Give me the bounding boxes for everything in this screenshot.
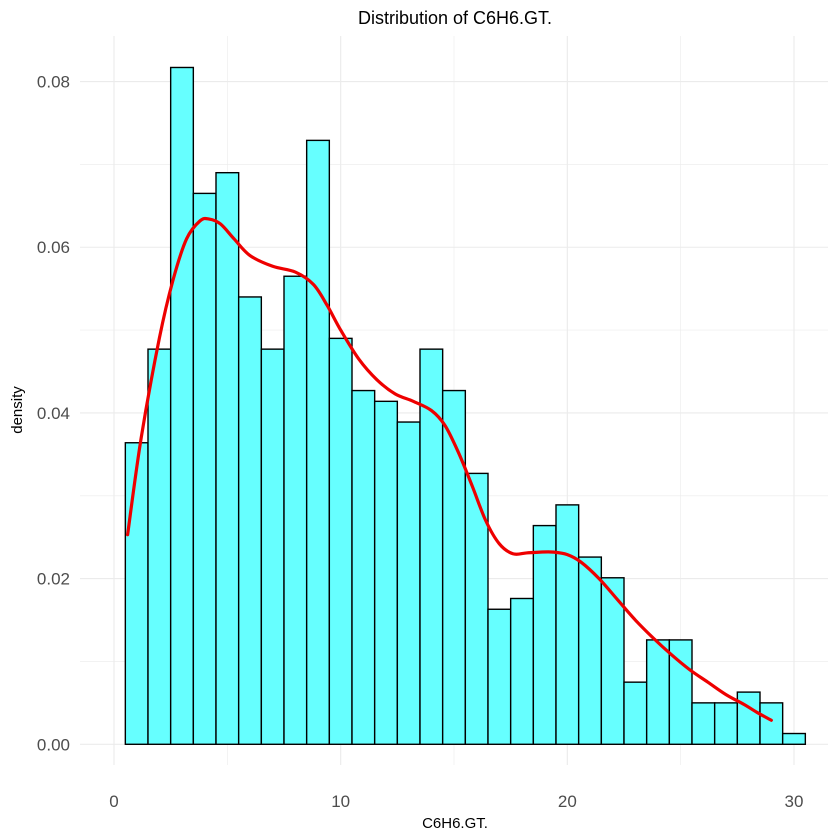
histogram-bar-10 <box>328 337 353 745</box>
histogram-bar-23 <box>623 681 648 745</box>
histogram-bar-21 <box>577 556 603 745</box>
x-tick-label: 20 <box>558 792 577 811</box>
histogram-bar-27 <box>713 702 739 745</box>
histogram-bar-6 <box>237 296 263 745</box>
x-tick-label: 10 <box>331 792 350 811</box>
histogram-bar-1 <box>124 442 149 745</box>
histogram-bar-20 <box>555 504 580 745</box>
density-curve-layer <box>126 216 773 722</box>
histogram-bar-12 <box>373 400 399 745</box>
histogram-bar-28 <box>736 691 761 745</box>
y-tick-label: 0.08 <box>37 73 70 92</box>
y-tick-label: 0.00 <box>37 735 70 754</box>
x-axis-ticks: 0 10 20 30 <box>109 792 803 811</box>
x-tick-label: 0 <box>109 792 118 811</box>
histogram-bar-14 <box>419 348 444 745</box>
y-tick-label: 0.04 <box>37 404 70 423</box>
histogram-bar-18 <box>509 597 535 745</box>
histogram-bar-8 <box>283 275 308 745</box>
histogram-bar-2 <box>147 348 172 745</box>
y-tick-label: 0.06 <box>37 238 70 257</box>
histogram-bar-4 <box>192 192 217 745</box>
histogram-bar-3 <box>169 66 195 745</box>
histogram-bar-17 <box>487 608 512 745</box>
x-axis-title: C6H6.GT. <box>422 815 488 832</box>
histogram-bar-22 <box>600 577 625 745</box>
histogram-bar-19 <box>532 524 557 745</box>
histogram-bar-11 <box>351 389 376 745</box>
histogram-bar-29 <box>759 702 784 745</box>
y-axis-title: density <box>9 386 26 434</box>
y-tick-label: 0.02 <box>37 570 70 589</box>
histogram-bar-26 <box>691 702 716 745</box>
histogram-bar-13 <box>396 421 421 745</box>
y-axis-ticks: 0.00 0.02 0.04 0.06 0.08 <box>37 73 70 755</box>
histogram-bar-9 <box>305 139 331 745</box>
histogram-bar-5 <box>215 171 240 745</box>
x-tick-label: 30 <box>785 792 804 811</box>
chart-title: Distribution of C6H6.GT. <box>358 8 552 28</box>
density-curve <box>126 216 773 722</box>
histogram-bar-7 <box>260 348 285 745</box>
histogram-bar-24 <box>645 639 671 745</box>
histogram-bar-30 <box>781 732 807 745</box>
